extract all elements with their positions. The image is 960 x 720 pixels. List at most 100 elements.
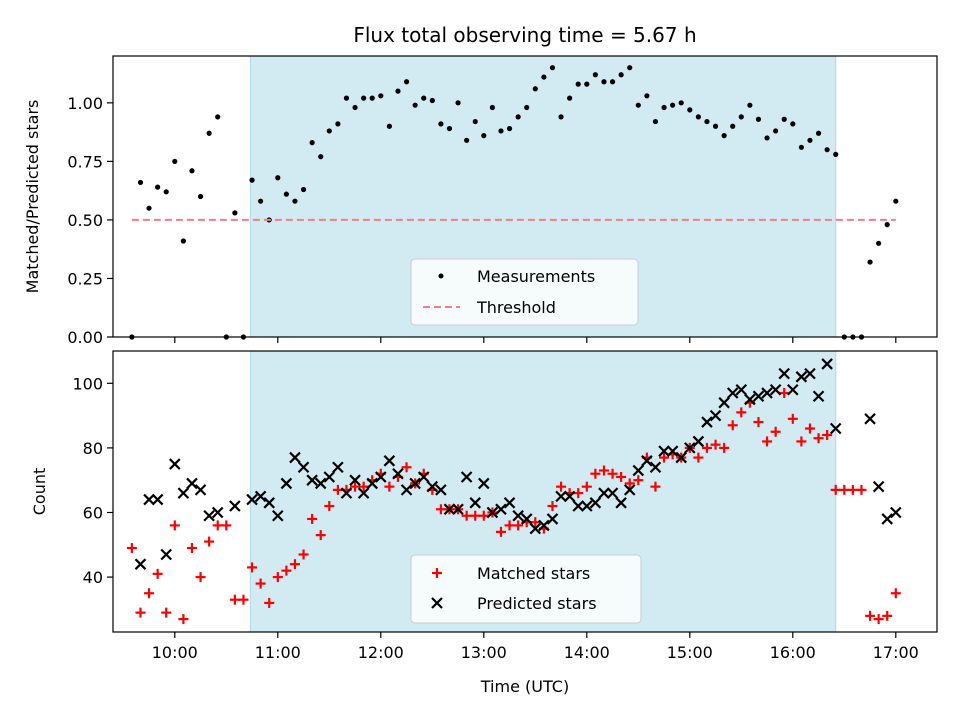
predicted-stars-point: [812, 390, 825, 402]
matched-stars-point: [161, 607, 172, 618]
top-y-ticks: 0.00 0.25 0.50 0.75 1.00: [67, 94, 113, 347]
bottom-axes-frame: [112, 350, 938, 633]
predicted-stars-point: [503, 497, 516, 509]
measurements-point: [541, 74, 547, 80]
predicted-stars-point: [383, 455, 396, 467]
predicted-stars-point: [280, 477, 293, 490]
measurements-point: [687, 107, 693, 113]
predicted-stars-point: [486, 506, 499, 519]
x-axis-label: Time (UTC): [480, 677, 569, 696]
predicted-stars-point: [555, 490, 567, 503]
measurements-point: [352, 104, 358, 111]
y-tick-label: 0.50: [67, 211, 103, 230]
matched-stars-point: [830, 484, 841, 495]
measurements-point: [515, 114, 521, 120]
predicted-stars-point: [143, 493, 155, 506]
measurements-point: [189, 168, 195, 174]
measurements-point: [652, 118, 659, 125]
predicted-stars-point: [701, 416, 713, 428]
x-tick-label: 16:00: [770, 643, 816, 662]
matched-stars-point: [315, 530, 326, 541]
measurements-point: [438, 121, 444, 127]
legend-measurements-label: Measurements: [477, 267, 595, 286]
predicted-stars-point: [581, 500, 593, 512]
matched-stars-point: [307, 513, 318, 524]
predicted-stars-point: [632, 464, 645, 477]
predicted-stars-point: [392, 467, 404, 480]
predicted-stars-point: [246, 493, 258, 506]
predicted-stars-point: [649, 461, 662, 474]
matched-stars-point: [358, 481, 369, 492]
predicted-stars-point: [684, 442, 696, 454]
y-tick-label: 100: [72, 374, 103, 393]
measurements-point: [781, 116, 787, 122]
matched-stars-point: [126, 543, 137, 554]
x-tick-label: 15:00: [667, 643, 713, 662]
legend-matched-label: Matched stars: [477, 564, 590, 583]
matched-stars-point: [787, 413, 798, 424]
measurements-point: [755, 116, 762, 122]
predicted-stars-point: [718, 396, 730, 409]
predicted-stars-point: [349, 474, 361, 486]
matched-stars-point: [281, 565, 292, 576]
predicted-stars-point: [778, 367, 790, 380]
predicted-stars-point: [478, 477, 490, 490]
matched-stars-point: [556, 481, 567, 492]
predicted-stars-point: [709, 409, 722, 422]
measurements-point: [567, 95, 573, 101]
matched-stars-point: [478, 510, 489, 521]
measurements-point: [197, 193, 204, 200]
measurements-point: [747, 102, 753, 108]
predicted-stars-point: [675, 451, 687, 464]
measurements-point: [215, 114, 221, 120]
measurements-point: [446, 125, 453, 132]
measurements-point: [867, 259, 873, 265]
bottom-legend: Matched stars Predicted stars: [410, 554, 642, 624]
predicted-stars-point: [572, 500, 584, 512]
predicted-stars-point: [735, 383, 748, 396]
measurements-point: [635, 102, 641, 108]
measurements-point: [833, 151, 839, 157]
matched-stars-point: [264, 597, 275, 608]
measurements-point: [876, 240, 882, 246]
matched-stars-point: [873, 614, 884, 625]
measurements-point: [172, 158, 178, 164]
top-axes-frame: [112, 55, 938, 338]
predicted-stars-point: [177, 487, 190, 499]
measurements-point: [386, 123, 392, 129]
matched-stars-point: [204, 536, 215, 547]
measurements-point: [815, 130, 822, 136]
matched-stars-point: [186, 543, 197, 554]
measurements-point: [627, 65, 633, 71]
x-tick-label: 10:00: [152, 643, 198, 662]
predicted-stars-point: [890, 506, 902, 519]
predicted-stars-point: [426, 480, 439, 493]
measurements-point: [403, 79, 410, 85]
predicted-stars-point: [546, 513, 559, 525]
predicted-stars-point: [563, 490, 576, 503]
predicted-stars-point: [194, 484, 207, 496]
predicted-stars-point: [400, 484, 413, 496]
bottom-y-ticks: 40 60 80 100: [72, 374, 113, 587]
predicted-stars-point: [821, 358, 833, 370]
top-y-axis-label: Matched/Predicted stars: [23, 100, 42, 294]
matched-stars-point: [178, 614, 189, 625]
legend-predicted-label: Predicted stars: [477, 594, 597, 613]
predicted-stars-point: [160, 548, 172, 561]
top-legend: Measurements Threshold: [410, 258, 639, 326]
x-tick-label: 14:00: [564, 643, 610, 662]
matched-stars-point: [736, 407, 747, 418]
measurements-point: [232, 210, 238, 216]
predicted-stars-point: [606, 487, 619, 499]
measurements-point: [258, 198, 264, 204]
predicted-stars-point: [744, 393, 756, 406]
measurements-point: [309, 140, 315, 146]
matched-stars-point: [710, 439, 721, 450]
predicted-stars-point: [366, 477, 378, 490]
predicted-stars-point: [529, 522, 542, 535]
measurements-point: [395, 88, 401, 94]
matched-stars-point: [255, 578, 266, 589]
predicted-stars-point: [375, 471, 387, 483]
matched-stars-point: [495, 526, 506, 537]
matched-stars-point: [624, 478, 635, 489]
